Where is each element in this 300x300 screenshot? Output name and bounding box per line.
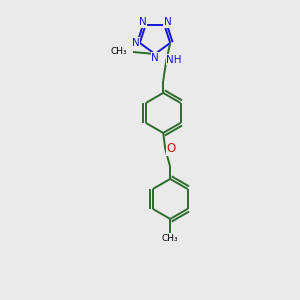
Text: N: N (164, 17, 171, 27)
Text: N: N (132, 38, 140, 48)
Text: NH: NH (167, 55, 182, 65)
Text: CH₃: CH₃ (110, 47, 127, 56)
Text: N: N (151, 53, 159, 63)
Text: CH₃: CH₃ (162, 234, 178, 243)
Text: N: N (139, 17, 146, 27)
Text: O: O (167, 142, 176, 155)
